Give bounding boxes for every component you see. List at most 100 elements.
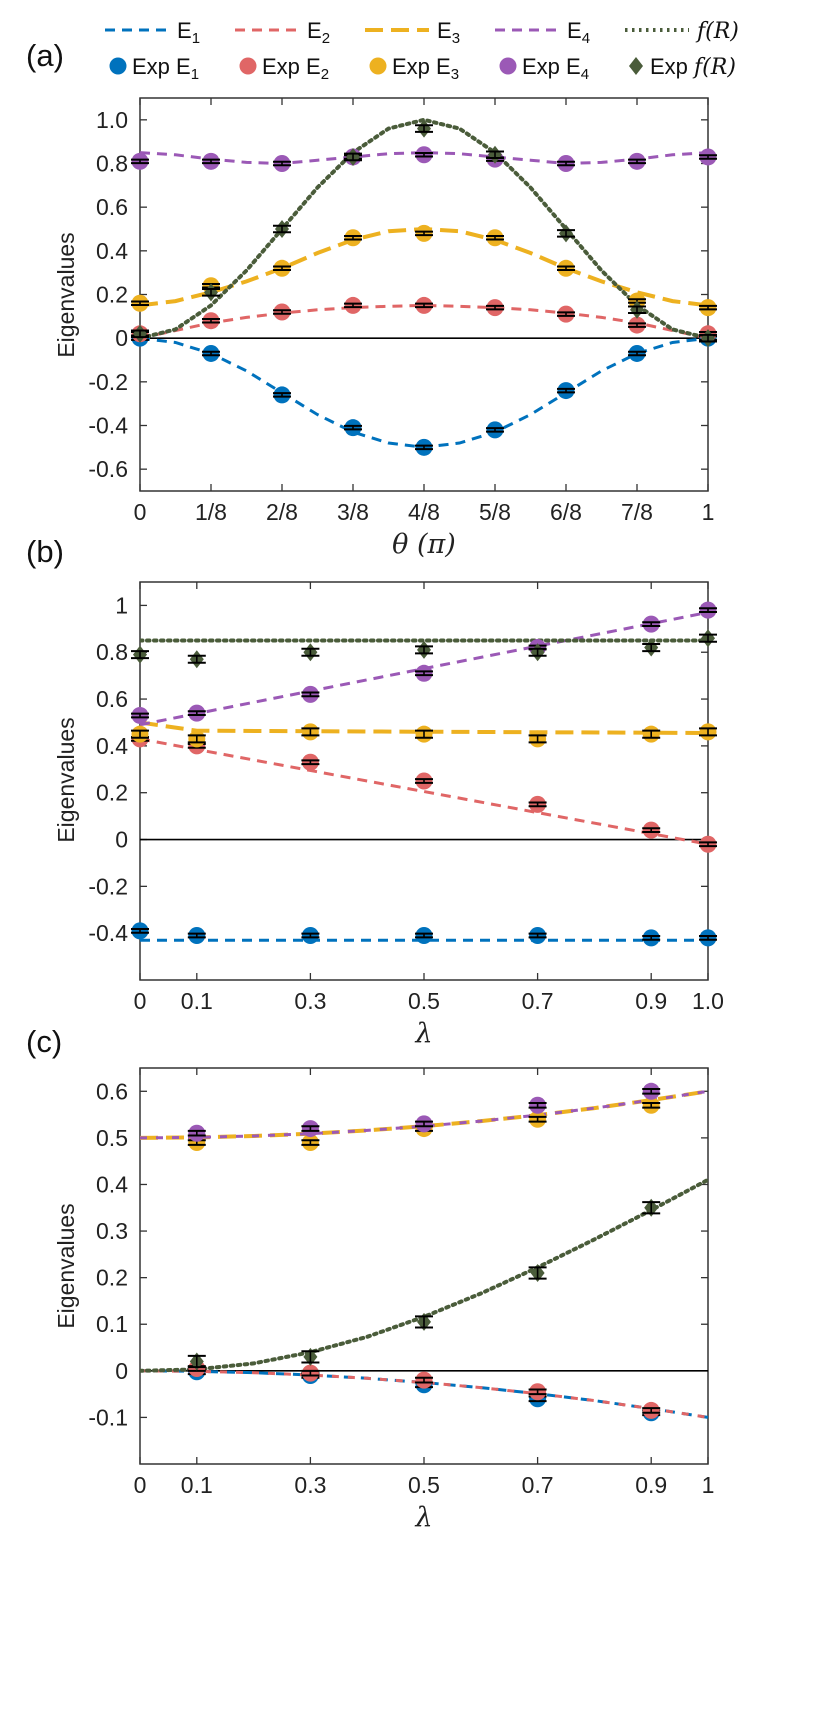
legend-label: Exp f(R) (650, 54, 736, 80)
data-point (699, 835, 717, 853)
y-tick-label: 0.8 (96, 639, 128, 665)
legend-label: Exp E3 (392, 54, 459, 83)
y-tick-label: 0.2 (96, 1265, 128, 1291)
legend-label: Exp E4 (522, 54, 589, 83)
legend-item: E1 (105, 18, 200, 47)
legend-item: E4 (495, 18, 590, 47)
data-point (486, 421, 504, 439)
y-axis-label: Eigenvalues (53, 232, 79, 357)
legend-item: Exp E1 (109, 54, 199, 83)
data-point (187, 704, 206, 722)
data-point (301, 723, 320, 741)
data-point (301, 753, 320, 771)
x-tick-label: 4/8 (408, 499, 440, 525)
data-point (528, 795, 547, 813)
data-point (131, 324, 149, 343)
data-point (301, 1364, 320, 1382)
data-point (699, 929, 717, 947)
y-tick-label: 0.3 (96, 1218, 128, 1244)
x-tick-label: 1.0 (692, 988, 724, 1014)
legend-marker (239, 57, 257, 75)
data-point (301, 1120, 320, 1138)
x-tick-label: 0.7 (522, 1472, 554, 1498)
data-point (131, 725, 149, 743)
data-point (699, 629, 717, 648)
legend-item: E3 (365, 18, 460, 47)
data-point (528, 1096, 547, 1114)
data-point (486, 299, 504, 317)
data-point (131, 706, 149, 724)
panels: 0 1/8 2/8 3/8 4/8 5/8 6/8 7/8 1-0.6-0.4-0.200.20… (26, 38, 724, 1533)
data-point (699, 723, 717, 741)
data-point (187, 1124, 206, 1142)
legend-label: E2 (307, 18, 330, 47)
data-point (187, 650, 206, 669)
data-point (628, 152, 646, 170)
x-axis-label: θ (π) (392, 529, 456, 560)
y-axis-label: Eigenvalues (53, 1203, 79, 1328)
legend-item: E2 (235, 18, 330, 47)
series-line (140, 1089, 708, 1140)
data-point (415, 1312, 433, 1331)
legend-item: Exp E3 (369, 54, 459, 83)
data-point (202, 152, 220, 170)
data-point (187, 1352, 206, 1371)
data-point (486, 145, 504, 164)
x-tick-label: 0 (134, 499, 147, 525)
data-point (344, 147, 362, 166)
x-tick-label: 5/8 (479, 499, 511, 525)
x-tick-label: 0.1 (181, 1472, 213, 1498)
data-point (642, 638, 661, 657)
y-tick-label: 0.4 (96, 238, 128, 264)
x-tick-label: 1 (702, 499, 715, 525)
series-line (140, 303, 708, 340)
chart-panel: 0 0.1 0.3 0.5 0.7 0.9 1.0 -0.4 -0.2 0 0.2 0.4 0.6 0.8… (26, 534, 724, 1049)
data-point (642, 725, 661, 743)
series-line (140, 1177, 708, 1373)
legend: E1 E2 E3 E4 f(R) Exp E1 Exp E2 Exp E3 Exp E4 Exp … (105, 18, 739, 83)
data-point (415, 224, 433, 242)
data-point (415, 296, 433, 314)
y-tick-label: 0 (115, 325, 128, 351)
legend-item: Exp E4 (499, 54, 589, 83)
panel-label: (c) (26, 1024, 62, 1059)
panel-label: (b) (26, 534, 64, 569)
y-tick-label: 0.8 (96, 151, 128, 177)
data-point (557, 305, 575, 323)
data-point (415, 1371, 433, 1389)
data-point (628, 344, 646, 362)
data-point (415, 1115, 433, 1133)
data-point (628, 316, 646, 334)
data-point (344, 229, 362, 247)
data-point (642, 821, 661, 839)
x-axis-label: λ (414, 1018, 432, 1049)
data-point (557, 259, 575, 277)
data-point (699, 601, 717, 619)
data-point (187, 927, 206, 945)
legend-label: Exp E2 (262, 54, 329, 83)
data-point (187, 730, 206, 748)
data-point (415, 640, 433, 659)
data-point (628, 300, 646, 319)
data-point (301, 643, 320, 662)
y-tick-label: 0.4 (96, 1171, 128, 1197)
x-tick-label: 0.1 (181, 988, 213, 1014)
x-tick-label: 0.5 (408, 1472, 440, 1498)
data-point (642, 1096, 661, 1114)
y-tick-label: 1 (115, 592, 128, 618)
legend-item: Exp E2 (239, 54, 329, 83)
data-point (557, 155, 575, 172)
y-tick-label: 0.6 (96, 686, 128, 712)
chart-panel: 0 1/8 2/8 3/8 4/8 5/8 6/8 7/8 1 -0.6 -0.4 -0.2 0 0.2 0… (26, 38, 717, 560)
legend-marker (499, 57, 517, 75)
legend-label: E4 (567, 18, 590, 47)
y-tick-label: -0.1 (88, 1404, 128, 1430)
data-point (528, 643, 547, 662)
data-point (131, 922, 149, 940)
data-point (699, 329, 717, 348)
y-axis-label: Eigenvalues (53, 717, 79, 842)
data-point (301, 1134, 320, 1152)
y-tick-label: -0.2 (88, 369, 128, 395)
y-tick-label: 0.6 (96, 1078, 128, 1104)
legend-label: E1 (177, 18, 200, 47)
